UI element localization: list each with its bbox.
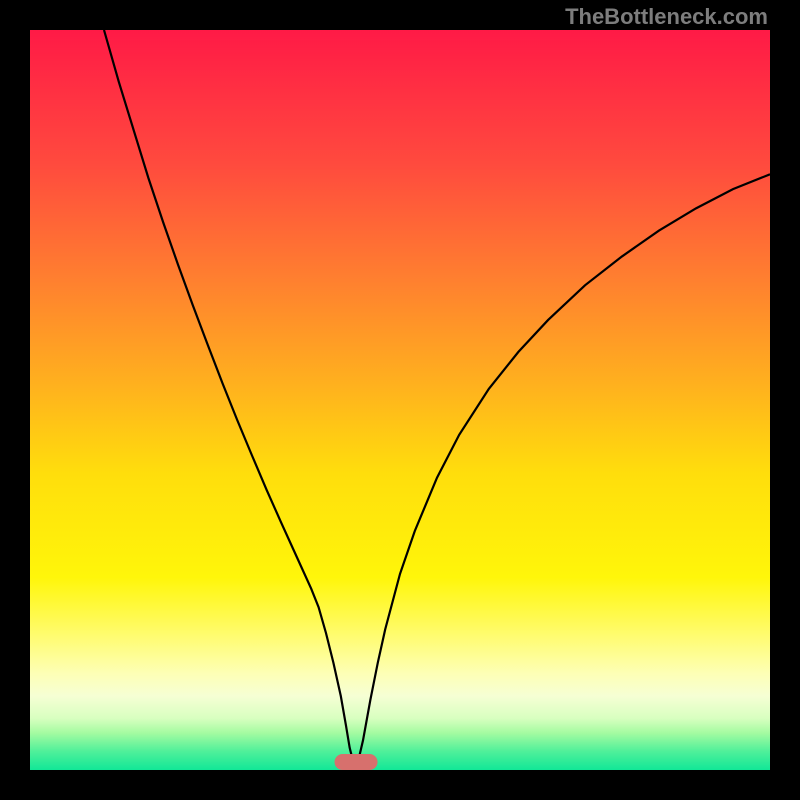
min-marker — [334, 754, 377, 770]
watermark-text: TheBottleneck.com — [565, 4, 768, 30]
gradient-background — [30, 30, 770, 770]
plot-area — [30, 30, 770, 770]
chart-frame: TheBottleneck.com — [0, 0, 800, 800]
